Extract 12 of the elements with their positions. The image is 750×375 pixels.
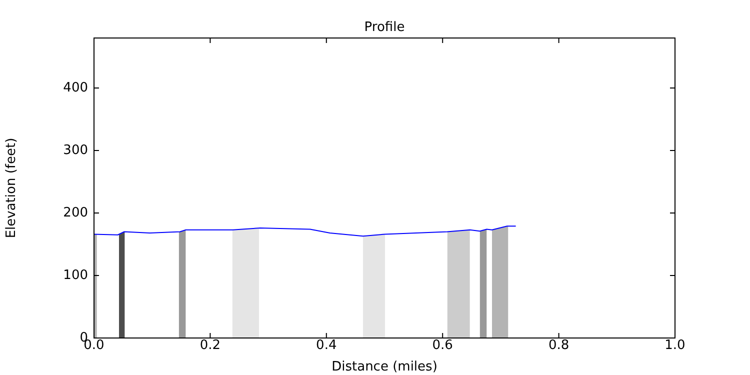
x-tick-label: 0.8	[548, 338, 570, 354]
x-axis-title: Distance (miles)	[332, 360, 438, 375]
y-tick-label: 200	[63, 205, 88, 220]
y-tick-label: 100	[63, 268, 88, 283]
x-tick-label: 1.0	[664, 338, 686, 354]
x-tick-label: 0.6	[432, 338, 453, 354]
chart-title: Profile	[364, 20, 405, 35]
y-tick-label: 300	[63, 142, 88, 158]
x-tick-label: 0.2	[200, 338, 221, 354]
x-tick-label: 0.4	[316, 338, 337, 354]
y-tick-label: 400	[63, 80, 88, 96]
y-axis-title: Elevation (feet)	[4, 138, 20, 238]
